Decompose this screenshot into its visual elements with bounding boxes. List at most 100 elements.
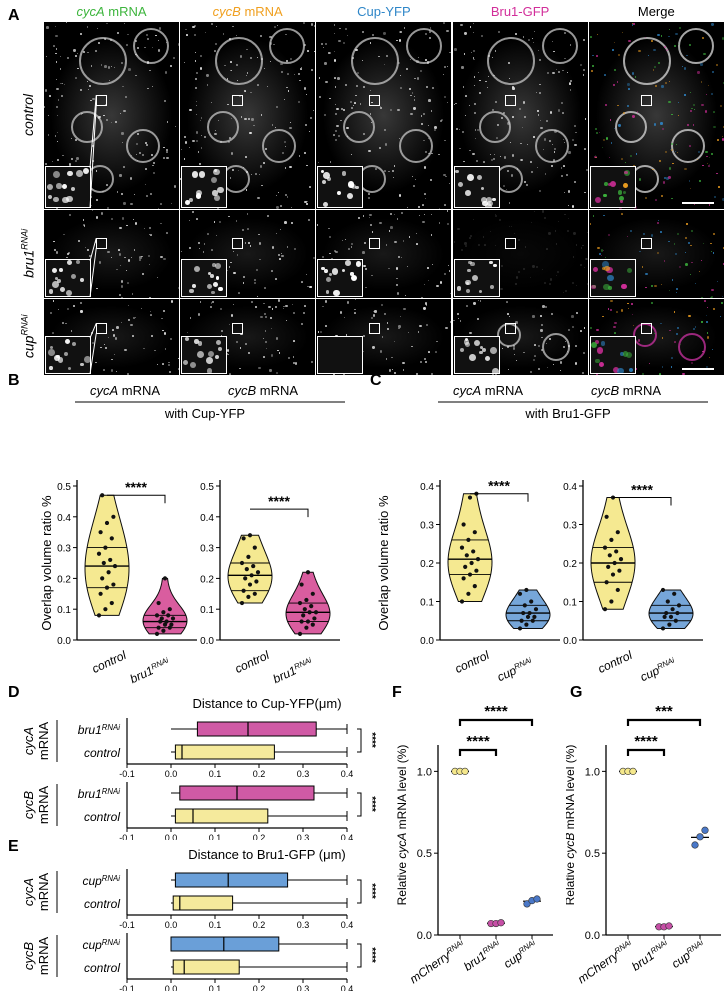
inset-speckle — [492, 197, 497, 202]
speckle — [250, 91, 253, 94]
speckle — [195, 113, 198, 115]
header-label: cycA mRNA — [453, 383, 523, 398]
speckle — [374, 167, 377, 171]
speckle — [431, 153, 433, 155]
speckle — [382, 336, 384, 338]
data-point — [239, 560, 245, 566]
significance-label: **** — [634, 733, 658, 750]
inset-speckle — [607, 274, 614, 282]
speckle — [512, 87, 515, 90]
speckle — [525, 184, 528, 187]
roi-box — [504, 238, 516, 250]
speckle — [282, 307, 284, 309]
speckle — [483, 161, 485, 163]
speckle — [421, 123, 424, 126]
speckle — [111, 217, 114, 221]
speckle — [133, 193, 136, 196]
speckle — [73, 49, 76, 52]
inset-connector — [89, 238, 97, 298]
x-tick-label-sup: RNAi — [517, 938, 537, 956]
violin — [505, 589, 551, 629]
speckle — [95, 216, 99, 219]
speckle — [75, 77, 77, 79]
speckle — [497, 124, 499, 126]
speckle — [88, 254, 91, 257]
speckle — [408, 331, 410, 333]
speckle — [706, 162, 708, 164]
speckle — [582, 244, 584, 247]
speckle — [694, 283, 697, 285]
inset-speckle — [482, 201, 488, 207]
speckle — [562, 112, 564, 115]
x-tick-label: mCherryRNAi — [575, 938, 636, 986]
inset-speckle — [51, 280, 59, 288]
speckle — [473, 49, 476, 52]
speckle — [416, 242, 419, 245]
speckle — [242, 282, 245, 284]
speckle — [701, 355, 703, 357]
speckle — [583, 352, 586, 355]
speckle — [123, 22, 126, 25]
speckle — [166, 156, 169, 160]
speckle — [472, 56, 475, 59]
speckle — [494, 154, 496, 156]
speckle — [239, 368, 241, 370]
significance-label: **** — [631, 482, 653, 498]
speckle — [553, 159, 556, 162]
speckle — [121, 321, 123, 324]
speckle — [569, 82, 572, 85]
speckle — [284, 145, 286, 147]
speckle — [714, 196, 717, 199]
zoom-inset — [181, 336, 228, 374]
speckle — [414, 78, 416, 80]
nucleus-ring — [398, 128, 433, 163]
speckle — [656, 252, 659, 255]
speckle — [681, 65, 683, 67]
inset-speckle — [48, 366, 53, 370]
significance-bracket — [458, 718, 534, 726]
speckle — [54, 134, 57, 137]
speckle — [539, 315, 542, 317]
speckle — [469, 237, 472, 240]
micrograph-control-cyca — [44, 22, 179, 209]
speckle — [565, 174, 569, 177]
speckle — [287, 89, 290, 92]
speckle — [229, 136, 231, 139]
data-point — [615, 530, 620, 535]
speckle — [82, 219, 85, 221]
inset-speckle — [477, 175, 483, 181]
speckle — [337, 135, 341, 138]
speckle — [346, 136, 348, 138]
y-tick-label: 0.5 — [57, 482, 71, 493]
speckle — [261, 184, 264, 187]
speckle — [621, 213, 623, 215]
speckle — [689, 91, 692, 93]
speckle — [430, 110, 432, 112]
speckle — [310, 68, 314, 71]
speckle — [111, 329, 114, 332]
speckle — [98, 115, 101, 119]
speckle — [131, 257, 133, 259]
speckle — [535, 265, 539, 268]
roi-box — [232, 323, 244, 335]
speckle — [709, 356, 711, 358]
data-point — [297, 631, 303, 636]
speckle — [573, 181, 576, 184]
x-tick-label: bru1RNAi — [629, 938, 672, 974]
speckle — [145, 168, 147, 170]
speckle — [558, 220, 560, 222]
speckle — [562, 138, 564, 140]
speckle — [100, 212, 104, 215]
speckle — [608, 156, 610, 158]
speckle — [707, 84, 709, 86]
speckle — [324, 42, 327, 46]
speckle — [313, 50, 316, 53]
inset-speckle — [56, 183, 62, 189]
row-label-base: control — [20, 93, 36, 136]
speckle — [532, 265, 535, 268]
speckle — [86, 26, 89, 28]
x-tick-label: -0.1 — [119, 984, 135, 991]
nucleus-ring — [678, 28, 715, 65]
speckle — [247, 228, 250, 231]
speckle — [236, 80, 238, 82]
